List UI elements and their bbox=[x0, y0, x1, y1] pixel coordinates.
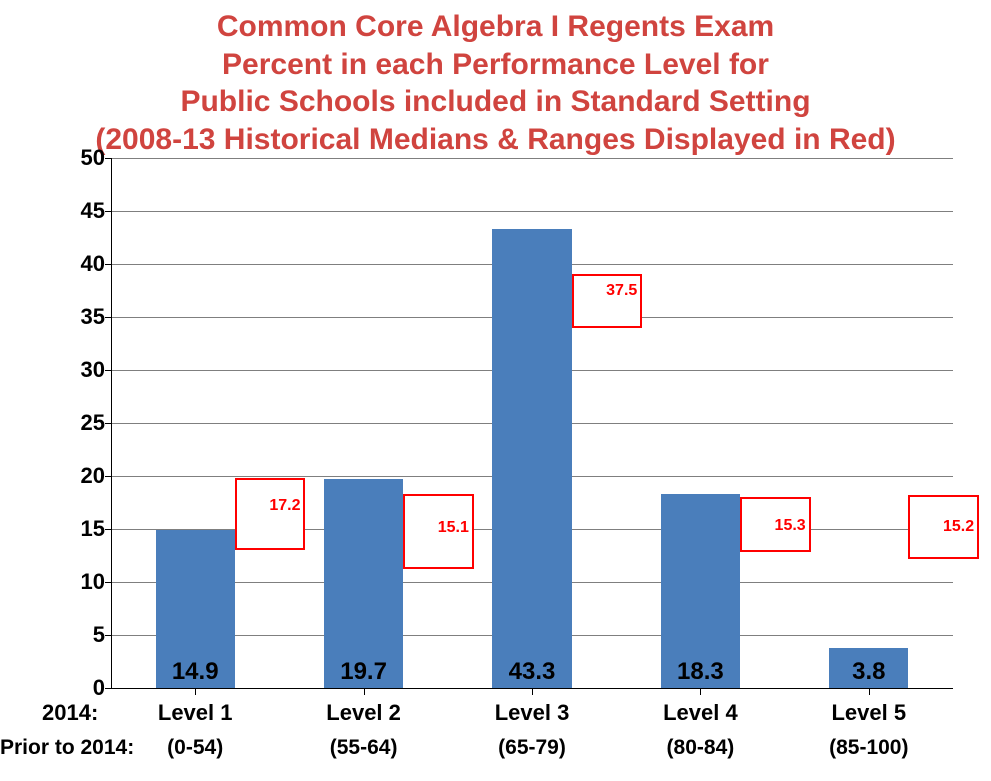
historical-median-label: 15.1 bbox=[438, 519, 469, 537]
plot-area: 0510152025303540455014.919.743.318.33.81… bbox=[111, 158, 953, 688]
y-tick-label: 0 bbox=[93, 675, 111, 701]
bar: 43.3 bbox=[492, 229, 571, 688]
bar-value-label: 18.3 bbox=[677, 658, 724, 686]
bar-value-label: 43.3 bbox=[509, 658, 556, 686]
chart-title-line: Public Schools included in Standard Sett… bbox=[0, 83, 991, 121]
bar: 14.9 bbox=[156, 530, 235, 688]
bar: 18.3 bbox=[661, 494, 740, 688]
chart-title-line: Percent in each Performance Level for bbox=[0, 46, 991, 84]
y-tick-label: 15 bbox=[81, 516, 111, 542]
historical-median-label: 15.2 bbox=[943, 518, 974, 536]
x-tick-mark bbox=[869, 688, 870, 695]
y-tick-label: 40 bbox=[81, 251, 111, 277]
y-tick-label: 30 bbox=[81, 357, 111, 383]
bar-value-label: 3.8 bbox=[852, 658, 885, 686]
x-category-range: (0-54) bbox=[167, 736, 223, 760]
bar-value-label: 19.7 bbox=[340, 658, 387, 686]
bar: 19.7 bbox=[324, 479, 403, 688]
y-tick-label: 5 bbox=[93, 622, 111, 648]
x-category-range: (80-84) bbox=[667, 736, 735, 760]
historical-median-label: 15.3 bbox=[775, 517, 806, 535]
x-category-label: Level 1 bbox=[158, 700, 233, 726]
x-category-label: Level 3 bbox=[495, 700, 570, 726]
historical-median-label: 17.2 bbox=[269, 497, 300, 515]
chart-container: Common Core Algebra I Regents ExamPercen… bbox=[0, 0, 991, 781]
x-category-range: (65-79) bbox=[498, 736, 566, 760]
x-category-label: Level 5 bbox=[831, 700, 906, 726]
x-tick-mark bbox=[532, 688, 533, 695]
y-tick-label: 10 bbox=[81, 569, 111, 595]
historical-median-label: 37.5 bbox=[606, 282, 637, 300]
y-axis-line bbox=[111, 158, 112, 688]
x-tick-mark bbox=[364, 688, 365, 695]
x-category-range: (85-100) bbox=[829, 736, 908, 760]
x-tick-mark bbox=[195, 688, 196, 695]
gridline-y bbox=[111, 158, 953, 159]
chart-title-line: (2008-13 Historical Medians & Ranges Dis… bbox=[0, 121, 991, 159]
y-tick-label: 50 bbox=[81, 145, 111, 171]
chart-title-line: Common Core Algebra I Regents Exam bbox=[0, 8, 991, 46]
x-row-prefix-prior: Prior to 2014: bbox=[0, 736, 134, 760]
bar-value-label: 14.9 bbox=[172, 658, 219, 686]
x-category-range: (55-64) bbox=[330, 736, 398, 760]
y-tick-label: 45 bbox=[81, 198, 111, 224]
bar: 3.8 bbox=[829, 648, 908, 688]
x-category-label: Level 2 bbox=[326, 700, 401, 726]
y-tick-label: 25 bbox=[81, 410, 111, 436]
chart-title: Common Core Algebra I Regents ExamPercen… bbox=[0, 0, 991, 158]
x-tick-mark bbox=[700, 688, 701, 695]
x-row-prefix-2014: 2014: bbox=[42, 700, 98, 726]
y-tick-label: 20 bbox=[81, 463, 111, 489]
gridline-y bbox=[111, 211, 953, 212]
x-category-label: Level 4 bbox=[663, 700, 738, 726]
y-tick-label: 35 bbox=[81, 304, 111, 330]
